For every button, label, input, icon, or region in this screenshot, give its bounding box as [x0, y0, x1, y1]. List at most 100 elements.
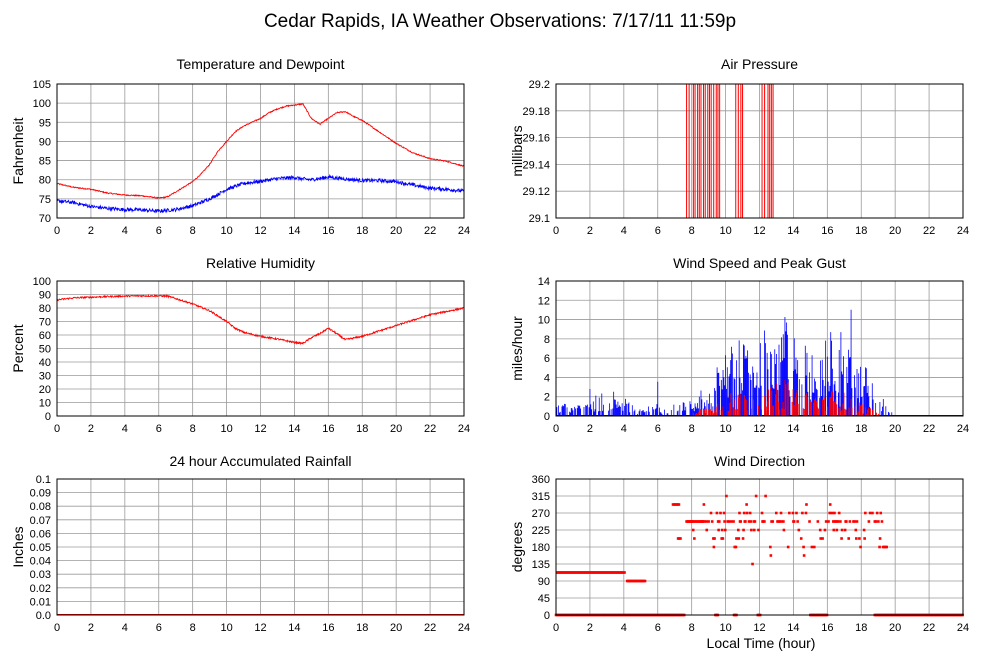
y-tick-label: 0.07 [30, 515, 51, 527]
x-tick-label: 0 [553, 423, 559, 435]
chart-title: Wind Direction [714, 453, 805, 469]
y-tick-label: 29.12 [522, 186, 550, 198]
direction-point [792, 520, 796, 523]
x-tick-label: 4 [122, 423, 128, 435]
x-tick-label: 0 [54, 225, 60, 237]
x-tick-label: 4 [122, 622, 128, 634]
x-tick-label: 8 [689, 622, 695, 634]
x-tick-label: 4 [621, 225, 627, 237]
y-axis-label: degrees [509, 522, 525, 573]
direction-point [748, 511, 752, 515]
direction-point [871, 511, 874, 515]
y-tick-label: 80 [39, 175, 51, 187]
direction-point [782, 520, 785, 523]
x-tick-label: 10 [220, 225, 232, 237]
direction-point [855, 537, 858, 540]
y-tick-label: 50 [39, 344, 51, 356]
y-tick-label: 70 [39, 317, 51, 329]
direction-point [797, 528, 801, 532]
direction-point [752, 528, 756, 532]
y-axis-label: Fahrenheit [10, 117, 26, 184]
direction-point [774, 511, 778, 515]
chart-title: Relative Humidity [206, 255, 315, 271]
y-tick-label: 10 [538, 315, 550, 327]
direction-point [824, 520, 828, 523]
x-tick-label: 14 [787, 225, 799, 237]
direction-point [791, 511, 795, 515]
direction-point [840, 528, 844, 532]
direction-point [707, 520, 710, 523]
y-tick-label: 0.05 [30, 542, 51, 554]
x-axis-label: Local Time (hour) [707, 635, 816, 651]
direction-point [693, 537, 696, 540]
x-tick-label: 2 [88, 622, 94, 634]
direction-point [718, 520, 721, 523]
x-tick-label: 10 [719, 622, 731, 634]
x-tick-label: 12 [753, 423, 765, 435]
y-tick-label: 270 [532, 508, 550, 520]
direction-point [879, 511, 883, 515]
direction-point [810, 545, 814, 549]
y-tick-label: 14 [538, 276, 550, 288]
direction-point [862, 528, 866, 532]
direction-point [713, 537, 716, 540]
direction-point [827, 520, 830, 523]
direction-point [858, 537, 861, 540]
direction-point [863, 537, 866, 540]
x-tick-label: 12 [254, 622, 266, 634]
direction-point [760, 511, 764, 515]
y-tick-label: 90 [538, 576, 550, 588]
y-tick-label: 70 [39, 213, 51, 225]
direction-point [878, 537, 882, 540]
x-tick-label: 0 [54, 622, 60, 634]
x-tick-label: 18 [855, 622, 867, 634]
x-tick-label: 4 [621, 622, 627, 634]
direction-point [788, 511, 791, 515]
direction-point [786, 545, 790, 549]
direction-point [795, 511, 798, 515]
direction-point [804, 511, 808, 515]
direction-point [738, 511, 741, 515]
x-tick-label: 18 [855, 423, 867, 435]
y-axis-label: millibars [509, 125, 525, 176]
direction-point [709, 511, 713, 515]
direction-point [836, 520, 840, 523]
series-line-0 [56, 102, 465, 199]
direction-point [744, 520, 747, 523]
direction-point [780, 520, 783, 523]
direction-point [750, 528, 753, 532]
x-tick-label: 0 [553, 225, 559, 237]
direction-point [801, 511, 804, 515]
chart-title: Air Pressure [721, 56, 798, 72]
direction-point [721, 537, 725, 540]
direction-point [747, 520, 751, 523]
x-tick-label: 6 [655, 225, 661, 237]
direction-point [808, 520, 811, 523]
direction-point [878, 545, 881, 549]
direction-point [737, 528, 740, 532]
direction-point [769, 545, 772, 549]
x-tick-label: 14 [787, 423, 799, 435]
series-line-1 [56, 173, 465, 214]
direction-point [769, 554, 773, 557]
x-tick-label: 18 [356, 423, 368, 435]
direction-point [818, 528, 822, 532]
y-tick-label: 0.01 [30, 596, 51, 608]
direction-point [832, 528, 836, 532]
y-tick-label: 60 [39, 330, 51, 342]
direction-point [763, 520, 766, 523]
y-axis-label: Percent [10, 324, 26, 372]
direction-point [623, 571, 626, 574]
direction-point [705, 528, 709, 532]
x-tick-label: 22 [424, 622, 436, 634]
y-tick-label: 40 [39, 357, 51, 369]
direction-point [742, 511, 746, 515]
direction-point [868, 511, 872, 515]
x-tick-label: 14 [288, 423, 300, 435]
direction-point [828, 511, 832, 515]
direction-point [828, 503, 832, 506]
x-tick-label: 20 [889, 423, 901, 435]
